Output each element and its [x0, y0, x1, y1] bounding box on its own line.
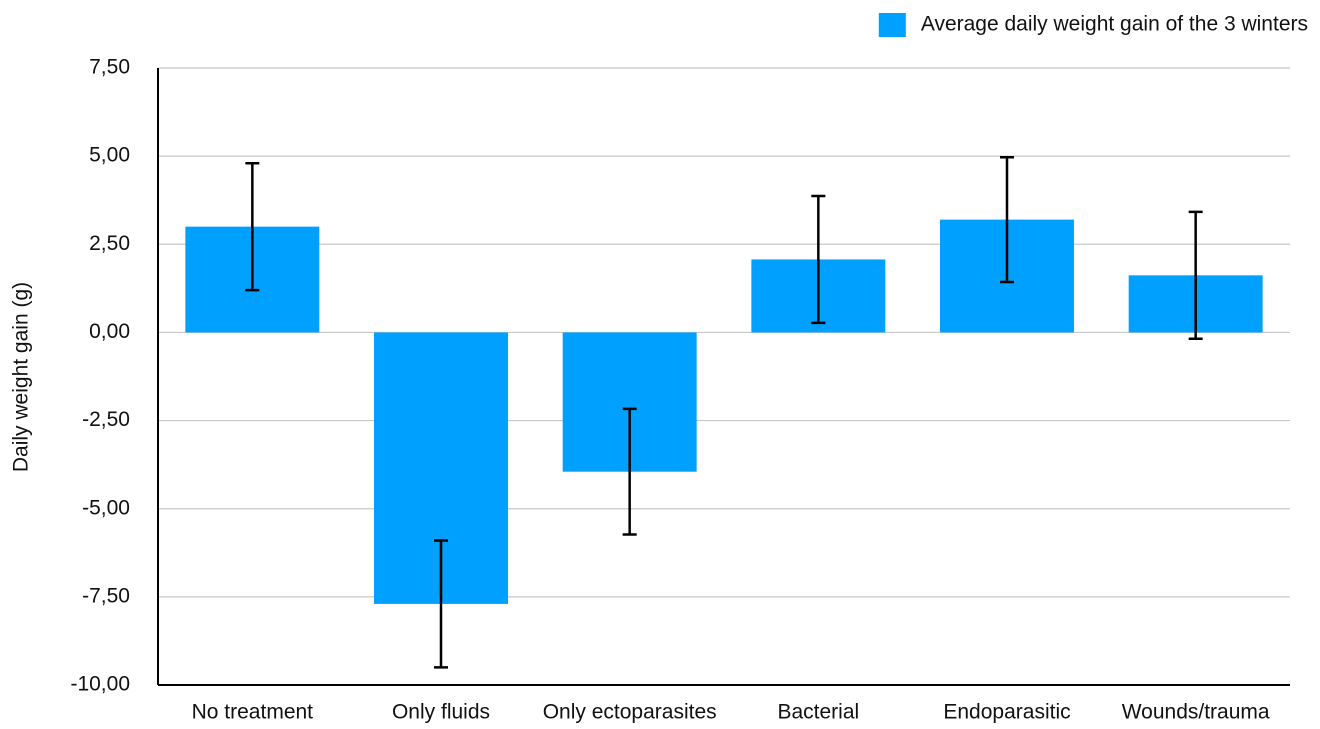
y-tick-label: -10,00 [70, 673, 130, 696]
y-tick-label: 0,00 [89, 320, 130, 343]
y-axis-label: Daily weight gain (g) [10, 282, 33, 472]
x-tick-label: Endoparasitic [943, 701, 1070, 724]
y-tick-label: 7,50 [89, 56, 130, 79]
error-bar [811, 194, 826, 325]
x-tick-label: Wounds/trauma [1122, 701, 1270, 724]
error-bar [245, 161, 260, 292]
x-tick-label: Bacterial [777, 701, 859, 724]
error-bar [622, 407, 637, 536]
legend-label: Average daily weight gain of the 3 winte… [921, 13, 1308, 36]
x-tick-label: Only fluids [392, 701, 490, 724]
error-bar [1000, 155, 1014, 284]
y-tick-label: -2,50 [82, 408, 130, 431]
y-tick-label: -7,50 [82, 584, 130, 607]
legend-swatch [878, 13, 906, 37]
y-tick-label: 5,00 [89, 144, 130, 167]
error-bar [434, 539, 448, 669]
y-tick-label: 2,50 [89, 232, 130, 255]
x-tick-label: No treatment [192, 701, 314, 724]
x-tick-label: Only ectoparasites [543, 701, 717, 724]
y-tick-label: -5,00 [82, 496, 130, 519]
error-bar [1188, 210, 1203, 341]
